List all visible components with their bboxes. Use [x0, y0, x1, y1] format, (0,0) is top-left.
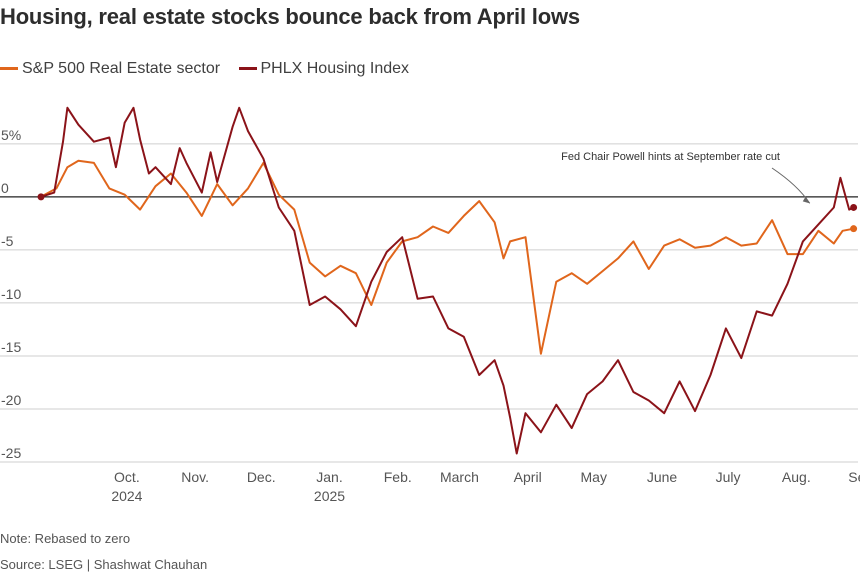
- chart-title: Housing, real estate stocks bounce back …: [0, 4, 580, 29]
- legend-item-housing: PHLX Housing Index: [238, 59, 410, 78]
- x-tick-label: March: [440, 469, 479, 485]
- x-tick-label: June: [647, 469, 678, 485]
- x-tick-sublabel: 2024: [111, 488, 142, 504]
- annotation-text: Fed Chair Powell hints at September rate…: [561, 151, 780, 163]
- x-tick-label: Oct.: [114, 469, 140, 485]
- y-tick-label: -25: [1, 445, 21, 461]
- annotation-arrowhead: [802, 196, 810, 204]
- end-dot-housing: [850, 203, 858, 211]
- legend-label-housing: PHLX Housing Index: [260, 59, 410, 77]
- x-tick-label: Sept.: [848, 469, 860, 485]
- x-tick-label: April: [514, 469, 542, 485]
- x-tick-sublabel: 2025: [314, 488, 345, 504]
- x-tick-label: May: [581, 469, 607, 485]
- annotation-arrow: [771, 167, 811, 204]
- x-tick-label: Aug.: [782, 469, 811, 485]
- footer-source: Source: LSEG | Shashwat Chauhan: [0, 557, 208, 572]
- x-tick-label: Dec.: [247, 469, 276, 485]
- x-tick-label: Jan.: [316, 469, 342, 485]
- end-dot-real-estate: [850, 225, 858, 233]
- x-tick-label: Feb.: [384, 469, 412, 485]
- legend-item-real-estate: S&P 500 Real Estate sector: [0, 60, 220, 78]
- legend-swatch-real-estate: [0, 67, 18, 70]
- x-tick-label: July: [716, 469, 741, 485]
- footer-note: Note: Rebased to zero: [0, 531, 131, 546]
- y-tick-label: -5: [1, 233, 14, 249]
- x-tick-label: Nov.: [181, 469, 209, 485]
- legend: S&P 500 Real Estate sector PHLX Housing …: [0, 57, 423, 78]
- legend-swatch-housing: [238, 67, 257, 70]
- y-tick-label: 0: [1, 180, 9, 196]
- y-tick-label: -20: [1, 392, 21, 408]
- y-tick-label: -10: [1, 286, 21, 302]
- start-dot: [37, 193, 45, 201]
- legend-label-real-estate: S&P 500 Real Estate sector: [22, 59, 221, 77]
- series-line-housing: [40, 106, 855, 455]
- y-tick-label: -15: [1, 339, 21, 355]
- y-tick-label: 5%: [1, 127, 21, 143]
